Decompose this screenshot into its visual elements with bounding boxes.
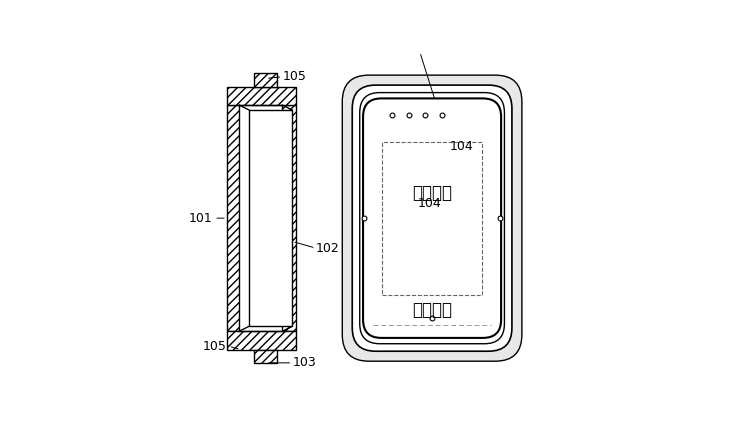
Text: 101: 101 [189, 212, 213, 225]
FancyBboxPatch shape [363, 98, 501, 338]
Text: 104: 104 [418, 197, 442, 210]
Text: 103: 103 [292, 356, 316, 369]
Polygon shape [254, 349, 277, 363]
Text: 104: 104 [257, 127, 281, 140]
Text: 102: 102 [316, 241, 339, 254]
Polygon shape [227, 331, 296, 349]
Polygon shape [227, 105, 239, 331]
Text: 105: 105 [283, 70, 306, 83]
Polygon shape [254, 73, 277, 87]
Text: 104: 104 [254, 283, 277, 296]
Polygon shape [249, 110, 292, 326]
Bar [382, 142, 482, 295]
Text: 104: 104 [450, 140, 473, 153]
FancyBboxPatch shape [360, 92, 504, 344]
Text: 冷却风道: 冷却风道 [412, 301, 452, 319]
Text: 储能系统: 储能系统 [412, 184, 452, 202]
Polygon shape [283, 105, 296, 331]
Polygon shape [227, 87, 296, 105]
FancyBboxPatch shape [342, 75, 522, 361]
Text: 105: 105 [203, 340, 227, 353]
FancyBboxPatch shape [353, 85, 512, 351]
